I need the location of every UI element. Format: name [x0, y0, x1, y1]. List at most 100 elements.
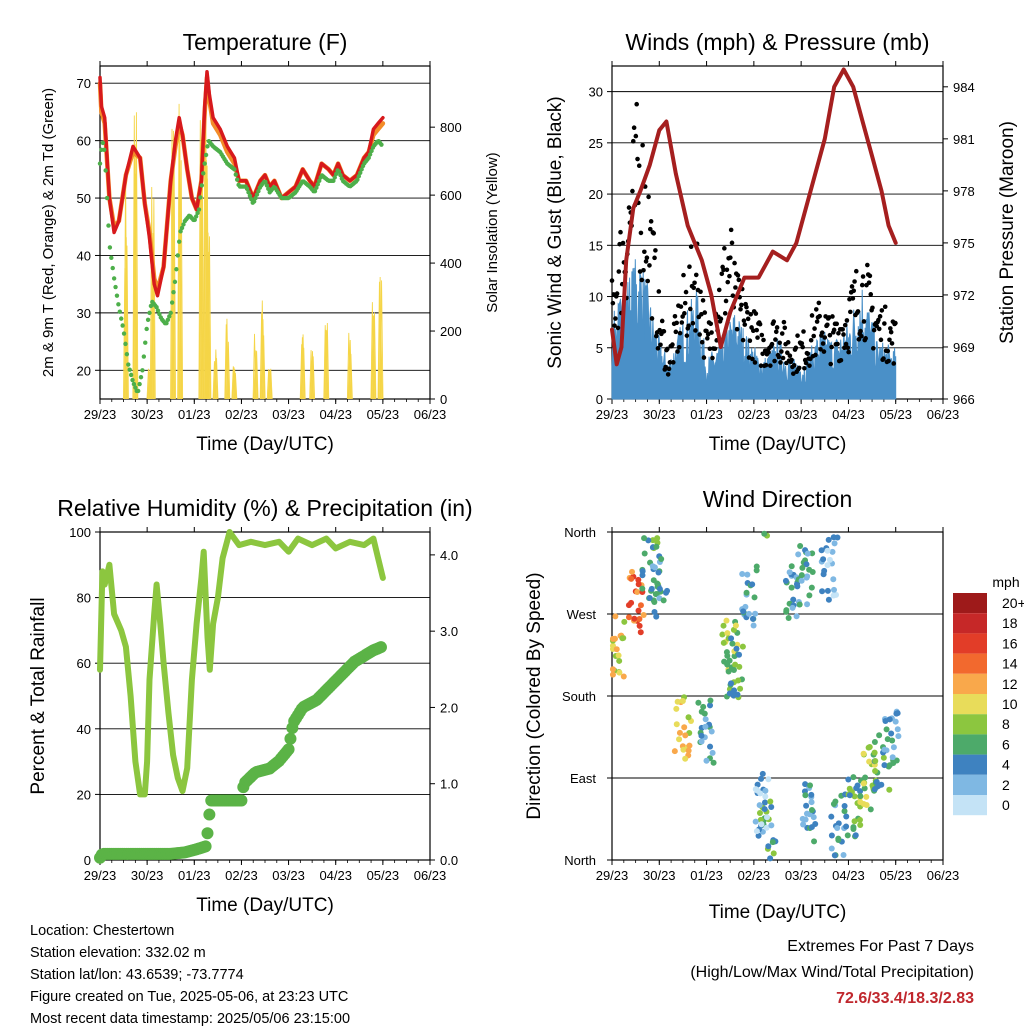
gust-point — [633, 133, 639, 139]
dewpoint-point — [140, 368, 145, 373]
direction-point — [729, 640, 736, 647]
x-axis-label: Time (Day/UTC) — [709, 902, 847, 923]
y-tick-label: 5 — [596, 341, 603, 356]
gust-point — [745, 310, 750, 315]
gust-point — [630, 138, 636, 144]
gust-point — [734, 326, 740, 332]
precip-point — [374, 641, 387, 654]
direction-point — [872, 768, 879, 775]
solar-insolation-trace — [349, 353, 353, 400]
legend-swatch — [953, 734, 987, 755]
gust-point — [830, 314, 835, 319]
direction-point — [750, 622, 757, 629]
solar-insolation-trace — [268, 369, 272, 400]
gust-point — [647, 263, 652, 268]
location-text: Location: Chestertown — [30, 923, 175, 939]
gust-point — [729, 240, 735, 246]
gust-point — [785, 350, 790, 356]
direction-point — [804, 573, 811, 580]
gust-point — [871, 327, 877, 333]
gust-point — [653, 333, 659, 339]
y-tick-label: 20 — [77, 363, 91, 378]
direction-point — [831, 586, 838, 593]
gust-point — [667, 360, 673, 365]
direction-point — [840, 852, 847, 859]
direction-point — [850, 826, 857, 833]
direction-point — [762, 787, 769, 794]
direction-point — [651, 599, 658, 606]
dewpoint-point — [171, 290, 176, 295]
gust-point — [721, 267, 726, 273]
direction-point — [656, 585, 663, 592]
dewpoint-point — [181, 222, 186, 227]
direction-point — [824, 562, 831, 569]
chart-title: Temperature (F) — [183, 29, 348, 55]
gust-point — [781, 319, 787, 325]
gust-point — [733, 285, 738, 290]
dewpoint-point — [138, 374, 144, 380]
y-tick-label: West — [567, 607, 597, 622]
direction-point — [720, 622, 727, 629]
gust-point — [688, 306, 693, 312]
direction-point — [860, 750, 867, 757]
direction-point — [660, 597, 667, 604]
gust-point — [693, 328, 698, 333]
legend-swatch — [953, 673, 987, 694]
gust-point — [648, 226, 653, 232]
gust-point — [827, 332, 833, 338]
gust-point — [777, 340, 782, 346]
gust-point — [700, 298, 706, 303]
direction-point — [698, 738, 705, 745]
gust-point — [768, 363, 773, 368]
gust-point — [821, 349, 827, 354]
y2-tick-label: 3.0 — [440, 624, 458, 639]
direction-point — [808, 806, 815, 813]
direction-point — [829, 548, 836, 555]
gust-point — [888, 326, 893, 331]
gust-point — [670, 342, 675, 347]
gust-point — [649, 316, 655, 321]
x-tick-label: 01/23 — [178, 407, 211, 422]
gust-point — [728, 255, 733, 260]
dewpoint-point — [114, 293, 120, 298]
gust-point — [789, 357, 794, 363]
direction-point — [808, 791, 815, 798]
legend-swatch — [953, 613, 987, 634]
x-tick-label: 02/23 — [225, 407, 258, 422]
gust-point — [687, 264, 692, 270]
direction-point — [803, 802, 810, 809]
gust-point — [861, 319, 867, 324]
relative-humidity-line — [97, 529, 386, 798]
dewpoint-point — [144, 326, 149, 332]
gust-point — [780, 355, 786, 361]
dewpoint-point — [336, 169, 342, 174]
gust-point — [719, 271, 725, 277]
gust-point — [655, 346, 661, 351]
gust-point — [846, 349, 851, 355]
recent-data-text: Most recent data timestamp: 2025/05/06 2… — [30, 1011, 351, 1027]
gust-point — [811, 333, 817, 339]
gust-point — [690, 320, 696, 326]
direction-point — [861, 785, 868, 792]
gust-point — [640, 142, 645, 148]
gust-point — [795, 333, 800, 338]
dewpoint-point — [137, 381, 142, 387]
direction-point — [733, 645, 740, 652]
gust-point — [634, 101, 639, 107]
gust-point — [678, 304, 684, 309]
direction-point — [702, 716, 709, 723]
direction-point — [749, 615, 756, 622]
gust-point — [707, 346, 713, 352]
solar-insolation-trace — [206, 232, 210, 400]
extremes-title: Extremes For Past 7 Days — [787, 938, 974, 955]
gust-point — [718, 316, 724, 322]
direction-point — [854, 782, 861, 789]
direction-point — [871, 749, 878, 756]
x-tick-label: 06/23 — [927, 407, 960, 422]
direction-point — [725, 668, 732, 675]
gust-point — [772, 358, 777, 364]
dewpoint-point — [232, 167, 237, 172]
solar-insolation-trace — [268, 368, 273, 400]
direction-point — [749, 581, 756, 588]
